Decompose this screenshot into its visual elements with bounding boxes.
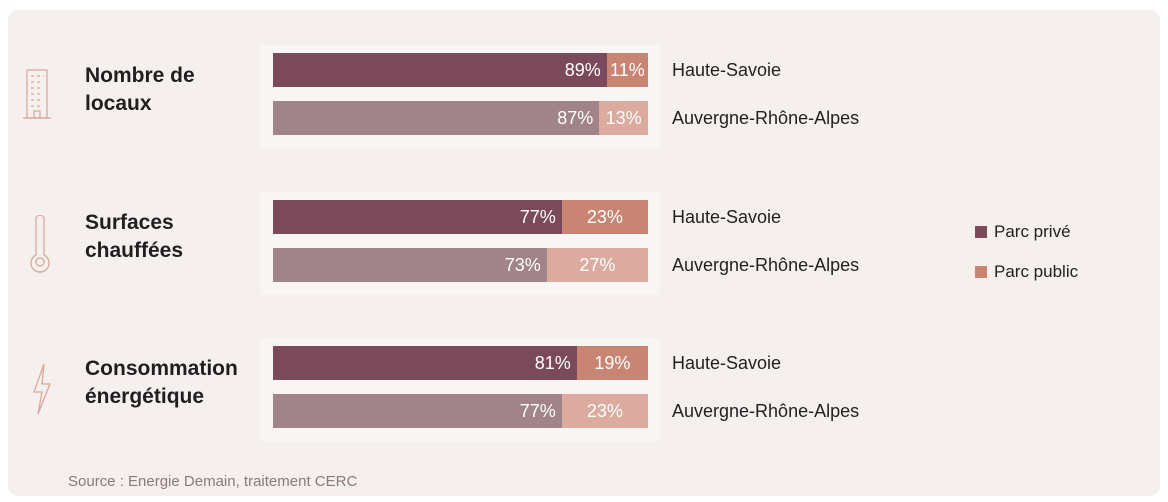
- value-label: 89%: [564, 60, 601, 80]
- value-label: 77%: [519, 401, 556, 421]
- bar-segment: 89%: [273, 53, 607, 87]
- value-label: 13%: [605, 108, 642, 128]
- group-title: Consommation énergétique: [85, 357, 238, 408]
- legend-label: Parc public: [994, 262, 1079, 281]
- bar-segment: 19%: [576, 346, 648, 380]
- category-label: Auvergne-Rhône-Alpes: [672, 108, 860, 128]
- legend-swatch: [975, 266, 987, 278]
- lightning-icon: [33, 363, 51, 415]
- source: Source : Energie Demain, traitement CERC: [68, 473, 358, 490]
- value-label: 87%: [557, 108, 594, 128]
- value-label: 81%: [534, 353, 571, 373]
- value-label: 11%: [610, 60, 645, 80]
- category-label: Haute-Savoie: [672, 353, 782, 373]
- bar-segment: 23%: [561, 394, 648, 428]
- value-label: 19%: [594, 353, 631, 373]
- value-label: 73%: [504, 255, 541, 275]
- value-label: 23%: [586, 401, 623, 421]
- bar-segment: 87%: [273, 101, 600, 135]
- bar-segment: 11%: [606, 53, 648, 87]
- value-label: 77%: [519, 207, 556, 227]
- group-title: Surfaces chauffées: [85, 211, 184, 262]
- thermometer-icon: [30, 215, 50, 273]
- bar-segment: 73%: [273, 248, 547, 282]
- bar-segment: 77%: [273, 394, 562, 428]
- bar-segment: 13%: [599, 101, 648, 135]
- category-label: Auvergne-Rhône-Alpes: [672, 255, 860, 275]
- category-label: Auvergne-Rhône-Alpes: [672, 401, 860, 421]
- bar-segment: 23%: [561, 200, 648, 234]
- bar-segment: 77%: [273, 200, 562, 234]
- value-label: 23%: [586, 207, 623, 227]
- legend-label: Parc privé: [994, 222, 1071, 241]
- legend-swatch: [975, 226, 987, 238]
- value-label: 27%: [579, 255, 616, 275]
- bar-segment: 81%: [273, 346, 577, 380]
- category-label: Haute-Savoie: [672, 207, 782, 227]
- category-label: Haute-Savoie: [672, 60, 782, 80]
- group-title: Nombre de locaux: [85, 64, 195, 115]
- bar-segment: 27%: [546, 248, 648, 282]
- building-icon: [23, 69, 51, 119]
